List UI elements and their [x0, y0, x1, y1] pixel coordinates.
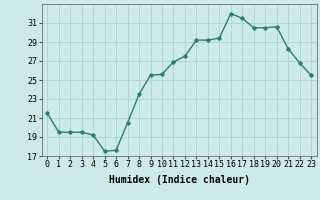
- X-axis label: Humidex (Indice chaleur): Humidex (Indice chaleur): [109, 175, 250, 185]
